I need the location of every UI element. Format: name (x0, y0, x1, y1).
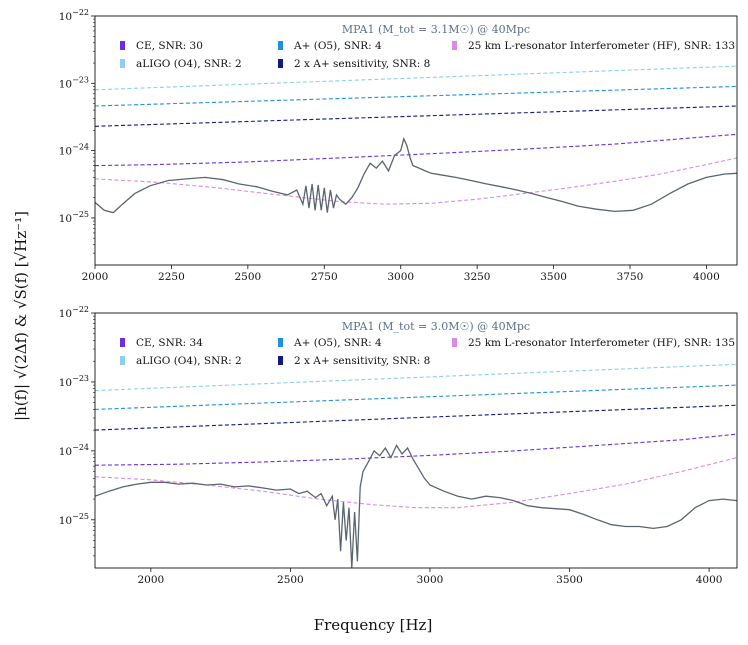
series-line-ce (95, 133, 737, 167)
legend-label: CE, SNR: 34 (136, 337, 203, 349)
legend-label: A+ (O5), SNR: 4 (293, 40, 382, 52)
bottom-panel: 2000 2500 3000 3500 4000 10−25 10−24 10−23 10−22… (59, 305, 738, 586)
legend-swatch (120, 338, 125, 347)
y-tick-label: 10−25 (59, 512, 89, 527)
legend-swatch (278, 356, 283, 365)
series-line-2-x-a-sensitivity (95, 105, 737, 127)
plot-area (95, 65, 737, 214)
legend-swatch (278, 338, 283, 347)
legend-label: 25 km L-resonator Interferometer (HF), S… (468, 337, 735, 349)
x-tick-label: 2250 (158, 271, 185, 283)
legend-swatch (120, 41, 125, 50)
legend-label: 25 km L-resonator Interferometer (HF), S… (468, 40, 735, 52)
series-line-aligo-o4- (95, 65, 737, 91)
y-tick-label: 10−25 (59, 210, 89, 225)
series-line-2-x-a-sensitivity (95, 404, 737, 431)
x-tick-label: 4000 (693, 271, 720, 283)
x-tick-label: 3500 (540, 271, 567, 283)
x-tick-label: 3750 (617, 271, 644, 283)
series-line-a-o5- (95, 85, 737, 107)
legend-swatch (452, 41, 457, 50)
legend-swatch (278, 59, 283, 68)
x-tick-label: 2750 (311, 271, 338, 283)
x-tick-label: 3000 (387, 271, 414, 283)
x-tick-label: 2500 (234, 271, 261, 283)
legend-swatch (120, 356, 125, 365)
plot-frame (94, 312, 738, 569)
x-tick-label: 4000 (696, 574, 723, 586)
plot-area (95, 363, 737, 568)
x-tick-label: 3500 (556, 574, 583, 586)
legend-swatch (120, 59, 125, 68)
x-tick-label: 2000 (82, 271, 109, 283)
legend-label: aLIGO (O4), SNR: 2 (136, 58, 242, 70)
legend-swatch (452, 338, 457, 347)
series-line-25-km-l-resonator-interferometer-hf- (95, 157, 737, 205)
legend-label: A+ (O5), SNR: 4 (293, 337, 382, 349)
x-axis-label: Frequency [Hz] (314, 616, 433, 634)
panel-title: MPA1 (M_tot = 3.0M☉) @ 40Mpc (342, 320, 530, 333)
series-line-a-o5- (95, 384, 737, 410)
y-tick-label: 10−24 (59, 143, 89, 158)
legend-swatch (278, 41, 283, 50)
legend-label: 2 x A+ sensitivity, SNR: 8 (294, 58, 430, 70)
y-tick-label: 10−23 (59, 374, 89, 389)
y-tick-label: 10−22 (59, 305, 89, 320)
x-tick-label: 3000 (417, 574, 444, 586)
series-line-signal (95, 444, 737, 568)
y-tick-label: 10−22 (59, 8, 89, 23)
series-line-ce (95, 433, 737, 466)
y-tick-label: 10−24 (59, 443, 89, 458)
plot-frame (94, 15, 738, 266)
y-axis-label: |h(f)| √(2Δf) & √S(f) [√Hz⁻¹] (12, 211, 30, 421)
panel-title: MPA1 (M_tot = 3.1M☉) @ 40Mpc (342, 23, 530, 36)
top-panel: 2000 2250 2500 2750 3000 3250 3500 3750 4000 10−2… (59, 8, 738, 283)
x-tick-label: 3250 (464, 271, 491, 283)
legend-label: aLIGO (O4), SNR: 2 (136, 355, 242, 367)
legend-label: CE, SNR: 30 (136, 40, 203, 52)
series-line-aligo-o4- (95, 363, 737, 392)
x-tick-label: 2000 (137, 574, 164, 586)
x-tick-label: 2500 (277, 574, 304, 586)
series-line-signal (95, 136, 737, 214)
y-tick-label: 10−23 (59, 75, 89, 90)
legend-label: 2 x A+ sensitivity, SNR: 8 (294, 355, 430, 367)
